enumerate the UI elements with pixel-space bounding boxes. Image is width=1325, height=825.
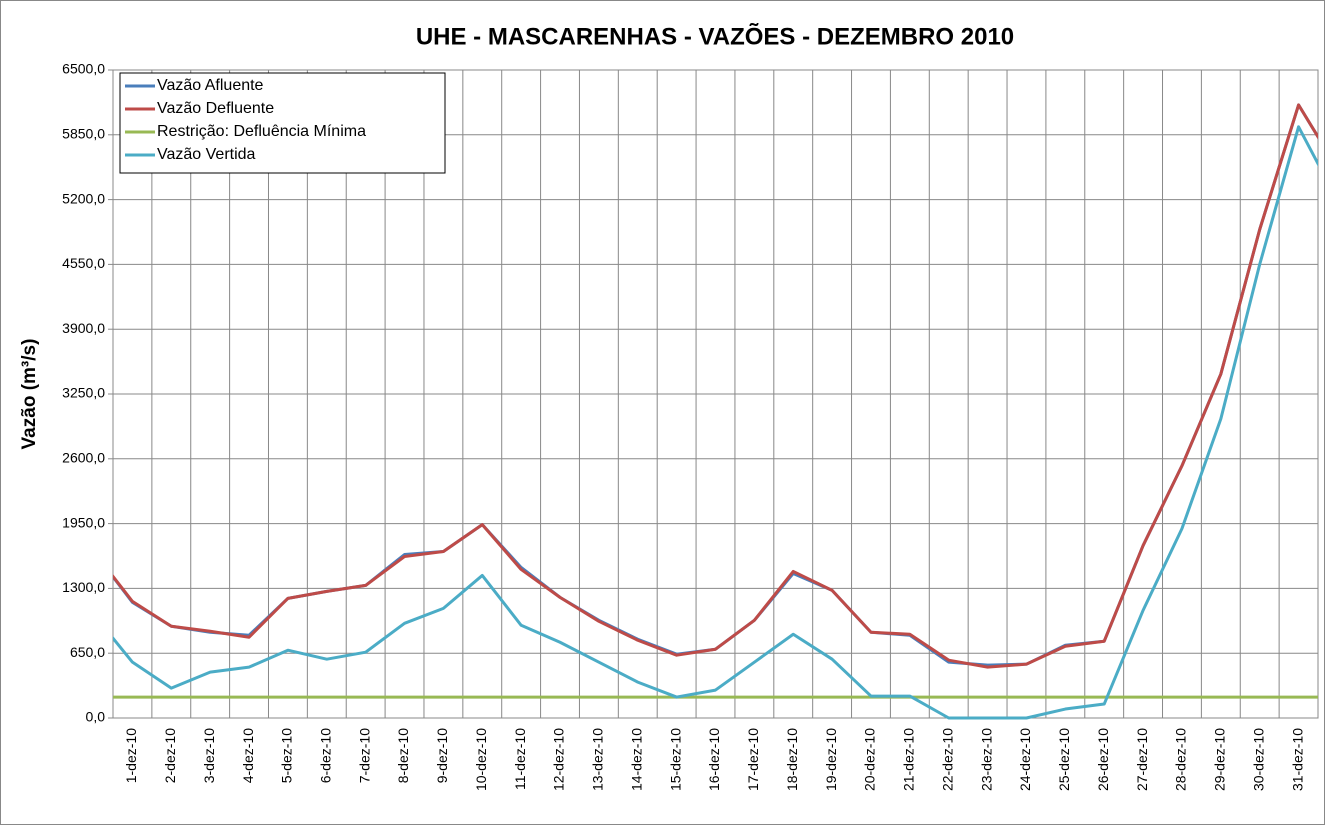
x-tick-label: 3-dez-10 [201, 728, 217, 783]
legend-label: Vazão Afluente [157, 77, 264, 94]
y-tick-label: 3250,0 [62, 385, 105, 401]
series-line [113, 103, 1318, 669]
x-tick-label: 1-dez-10 [123, 728, 139, 783]
x-tick-label: 28-dez-10 [1173, 728, 1189, 791]
x-tick-label: 14-dez-10 [628, 728, 644, 791]
series-line [113, 125, 1318, 720]
x-tick-label: 20-dez-10 [862, 728, 878, 791]
chart-title: UHE - MASCARENHAS - VAZÕES - DEZEMBRO 20… [416, 22, 1014, 50]
legend-label: Restrição: Defluência Mínima [157, 123, 366, 140]
x-tick-label: 27-dez-10 [1134, 728, 1150, 791]
y-tick-label: 6500,0 [62, 61, 105, 77]
legend-label: Vazão Vertida [157, 146, 256, 163]
x-tick-label: 13-dez-10 [590, 728, 606, 791]
x-tick-label: 2-dez-10 [162, 728, 178, 783]
x-tick-label: 31-dez-10 [1289, 728, 1305, 791]
x-tick-label: 7-dez-10 [356, 728, 372, 783]
y-tick-label: 3900,0 [62, 320, 105, 336]
x-tick-label: 9-dez-10 [434, 728, 450, 783]
x-tick-label: 4-dez-10 [240, 728, 256, 783]
x-tick-label: 8-dez-10 [395, 728, 411, 783]
y-tick-label: 1950,0 [62, 514, 105, 530]
y-tick-label: 4550,0 [62, 255, 105, 271]
legend-label: Vazão Defluente [157, 100, 274, 117]
y-tick-label: 5200,0 [62, 190, 105, 206]
y-tick-label: 1300,0 [62, 579, 105, 595]
y-tick-label: 0,0 [86, 709, 106, 725]
x-tick-label: 24-dez-10 [1017, 728, 1033, 791]
x-tick-label: 16-dez-10 [706, 728, 722, 791]
y-axis-label: Vazão (m³/s) [19, 339, 40, 450]
x-tick-label: 29-dez-10 [1212, 728, 1228, 791]
x-tick-label: 30-dez-10 [1250, 728, 1266, 791]
x-tick-label: 23-dez-10 [978, 728, 994, 791]
x-tick-label: 10-dez-10 [473, 728, 489, 791]
legend-box [119, 72, 446, 174]
x-tick-label: 6-dez-10 [317, 728, 333, 783]
plot-lines [113, 103, 1318, 720]
x-tick-label: 19-dez-10 [823, 728, 839, 791]
x-tick-label: 15-dez-10 [667, 728, 683, 791]
x-tick-label: 5-dez-10 [279, 728, 295, 783]
x-tick-label: 26-dez-10 [1095, 728, 1111, 791]
x-tick-label: 17-dez-10 [745, 728, 761, 791]
y-tick-label: 2600,0 [62, 450, 105, 466]
x-tick-label: 25-dez-10 [1056, 728, 1072, 791]
x-tick-label: 18-dez-10 [784, 728, 800, 791]
x-tick-label: 21-dez-10 [901, 728, 917, 791]
y-tick-label: 650,0 [70, 644, 105, 660]
x-tick-label: 12-dez-10 [551, 728, 567, 791]
x-tick-label: 22-dez-10 [939, 728, 955, 791]
y-tick-label: 5850,0 [62, 126, 105, 142]
plot-frame [112, 69, 1319, 719]
x-tick-label: 11-dez-10 [512, 728, 528, 790]
